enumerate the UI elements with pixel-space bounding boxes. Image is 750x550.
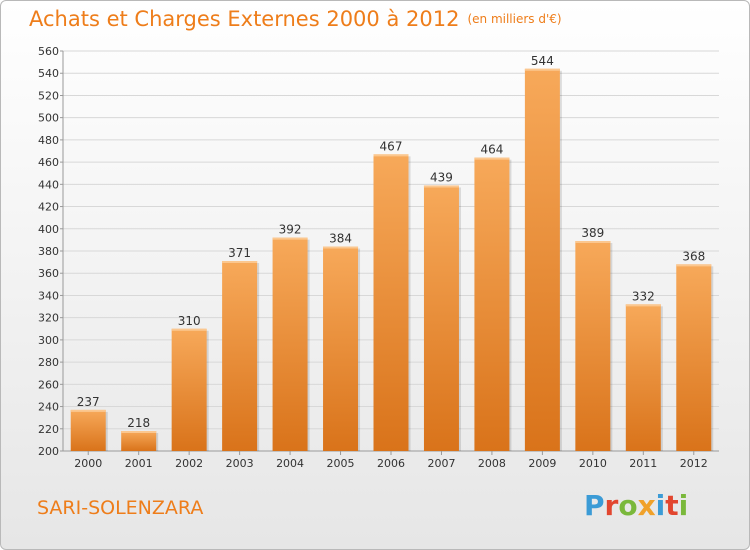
bar-value-label: 237 [77, 395, 100, 409]
y-tick-label: 480 [38, 134, 59, 147]
x-tick-label: 2010 [579, 457, 607, 470]
bar [373, 154, 409, 452]
bar-value-label: 384 [329, 232, 352, 246]
y-tick-label: 500 [38, 112, 59, 125]
location-label: SARI-SOLENZARA [37, 497, 204, 519]
x-tick-label: 2011 [629, 457, 657, 470]
x-tick-label: 2003 [226, 457, 254, 470]
brand-logo-letter: t [665, 489, 679, 522]
bar [625, 304, 661, 451]
x-tick-label: 2007 [427, 457, 455, 470]
y-tick-label: 540 [38, 67, 59, 80]
x-tick-label: 2004 [276, 457, 304, 470]
x-tick-label: 2006 [377, 457, 405, 470]
x-tick-label: 2002 [175, 457, 203, 470]
bar-value-label: 310 [178, 314, 201, 328]
x-tick-label: 2005 [327, 457, 355, 470]
chart-subtitle: (en milliers d'€) [467, 12, 562, 26]
x-tick-label: 2000 [74, 457, 102, 470]
y-tick-label: 240 [38, 401, 59, 414]
bar-value-label: 371 [228, 246, 251, 260]
y-tick-label: 520 [38, 89, 59, 102]
chart-title: Achats et Charges Externes 2000 à 2012 (e… [29, 7, 562, 31]
y-tick-label: 320 [38, 312, 59, 325]
bar [272, 237, 308, 451]
brand-logo-letter: r [604, 489, 619, 522]
bar [323, 246, 359, 451]
bar [70, 409, 106, 451]
bar [524, 68, 560, 452]
bar-value-label: 389 [581, 226, 604, 240]
bar-value-label: 332 [632, 289, 655, 303]
y-tick-label: 360 [38, 267, 59, 280]
brand-logo-letter: P [584, 489, 605, 522]
y-tick-label: 340 [38, 289, 59, 302]
data-labels: 237 218 310 371 392 384 467 439 464 544 389 332 368 [77, 54, 705, 430]
y-tick-label: 280 [38, 356, 59, 369]
y-tick-label: 460 [38, 156, 59, 169]
brand-logo-letter: x [637, 489, 656, 522]
bar [676, 264, 712, 451]
x-tick-label: 2001 [125, 457, 153, 470]
bar [575, 241, 611, 451]
y-tick-label: 220 [38, 423, 59, 436]
bar-value-label: 464 [480, 143, 503, 157]
bar [222, 261, 258, 451]
brand-logo[interactable]: Proxiti [584, 489, 688, 522]
brand-logo-letter: i [655, 489, 666, 522]
y-tick-label: 560 [38, 45, 59, 58]
brand-logo-letter: o [618, 489, 638, 522]
y-tick-label: 380 [38, 245, 59, 258]
chart-title-text: Achats et Charges Externes 2000 à 2012 [29, 7, 460, 31]
x-tick-label: 2008 [478, 457, 506, 470]
y-tick-label: 200 [38, 445, 59, 458]
bars [70, 68, 714, 452]
bar [423, 185, 459, 451]
x-tick-label: 2009 [528, 457, 556, 470]
y-tick-label: 400 [38, 223, 59, 236]
y-tick-label: 300 [38, 334, 59, 347]
bar [171, 328, 207, 451]
y-tick-label: 420 [38, 201, 59, 214]
y-tick-label: 260 [38, 378, 59, 391]
bar-value-label: 544 [531, 54, 554, 68]
x-tick-label: 2012 [680, 457, 708, 470]
brand-logo-letter: i [678, 489, 689, 522]
y-tick-label: 440 [38, 178, 59, 191]
bar-value-label: 439 [430, 170, 453, 184]
bar-value-label: 368 [682, 249, 705, 263]
bar-value-label: 218 [127, 416, 150, 430]
bar-value-label: 467 [380, 139, 403, 153]
bar [121, 431, 157, 451]
bar [474, 157, 510, 451]
bar-value-label: 392 [279, 223, 302, 237]
